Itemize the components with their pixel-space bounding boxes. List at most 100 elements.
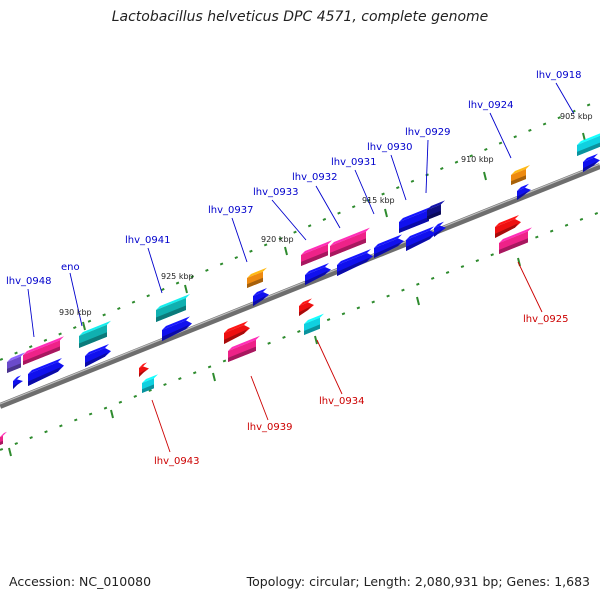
gene-0941-blue-top [162,316,190,330]
gene-0924-shadow [511,175,526,185]
gene-label-eno[interactable]: eno [61,262,80,273]
gene-eno-shadow [79,332,107,348]
scale-label-930: 930 kbp [59,308,92,317]
gene-eno [79,320,111,348]
gene-0929 [427,200,445,220]
gene-eno-top [79,320,111,336]
gene-0943-shadow [139,369,146,377]
gene-label-lhv-0948[interactable]: lhv_0948 [6,276,51,287]
gene-0929b-top [434,221,444,228]
gene-label-lhv-0937[interactable]: lhv_0937 [208,205,253,216]
gene-eno-blue [85,344,111,367]
leader-forward-5 [315,185,341,229]
gene-0933-blue-top [305,263,329,275]
gene-pink-edge-shadow [0,440,3,445]
gene-0932-blue [337,249,373,276]
gene-eno-blue-shadow [85,352,108,367]
gene-0937-blue [253,288,269,306]
leader-reverse-0 [151,399,171,453]
leader-forward-7 [390,154,407,201]
scale-label-905: 905 kbp [560,112,593,121]
gene-0943b-shadow [142,384,154,393]
gene-0937-blue-shadow [253,295,266,306]
gene-small-blue-left-face [13,379,23,389]
gene-0941 [156,294,190,322]
gene-0930-shadow [399,216,429,233]
gene-0937-blue-top [253,288,267,296]
gene-label-lhv-0925[interactable]: lhv_0925 [523,314,568,325]
gene-0948-pink [23,336,64,365]
gene-0932-blue-top [337,249,371,265]
gene-label-lhv-0930[interactable]: lhv_0930 [367,142,412,153]
gene-0937-top [247,267,267,278]
gene-0943b [142,374,158,393]
gene-0934-shadow [299,306,311,316]
gene-0925-shadow [495,223,518,238]
leader-forward-6 [354,169,375,215]
gene-small-blue-left-shadow [13,381,20,389]
leader-forward-1 [69,272,83,327]
gene-pink-edge [0,431,7,445]
inner-major-tick-3 [314,335,318,345]
gene-0925-top [495,215,519,227]
gene-0932 [330,227,370,257]
scale-label-910: 910 kbp [461,155,494,164]
gene-0925b [499,227,532,254]
gene-0933-shadow [301,251,328,266]
gene-0933-blue [305,263,331,285]
gene-0948-blue-top [28,358,62,374]
gene-label-lhv-0941[interactable]: lhv_0941 [125,235,170,246]
gene-0939b-shadow [228,346,256,362]
leader-forward-8 [425,139,429,194]
gene-label-lhv-0934[interactable]: lhv_0934 [319,396,364,407]
major-tick-4 [483,171,487,181]
gene-label-lhv-0924[interactable]: lhv_0924 [468,100,513,111]
gene-0933-top [301,240,332,255]
gene-0937 [247,267,267,288]
gene-0930b-top [406,226,434,240]
gene-0934 [299,298,314,316]
gene-0941-blue [162,316,192,341]
gene-label-lhv-0929[interactable]: lhv_0929 [405,127,450,138]
gene-label-lhv-0931[interactable]: lhv_0931 [331,157,376,168]
gene-label-lhv-0918[interactable]: lhv_0918 [536,70,581,81]
gene-0930 [399,206,433,233]
inner-major-tick-2 [212,372,216,382]
gene-0930b [406,226,436,251]
gene-0918 [577,133,600,156]
gene-0924b-shadow [517,190,528,200]
gene-label-lhv-0943[interactable]: lhv_0943 [154,456,199,467]
scale-label-920: 920 kbp [261,235,294,244]
gene-label-lhv-0933[interactable]: lhv_0933 [253,187,298,198]
leader-reverse-2 [316,339,343,395]
gene-0929-top [427,200,445,210]
gene-0924b [517,183,531,200]
gene-pink-edge-top [0,431,7,437]
gene-0932-shadow [330,238,366,257]
inner-major-tick-1 [110,409,114,419]
gene-0918b-shadow [583,161,597,172]
gene-0939-shadow [224,329,247,344]
gene-0932-top [330,227,370,246]
gene-0934b [304,313,324,335]
genome-summary-text: Topology: circular; Length: 2,080,931 bp… [246,574,590,589]
map-title: Lactobacillus helveticus DPC 4571, compl… [111,9,489,25]
outer-guide-line [0,99,600,361]
gene-0939b [228,335,260,362]
gene-0918b-top [583,153,598,162]
leader-forward-10 [555,82,575,115]
scale-label-915: 915 kbp [362,196,395,205]
gene-0930-top [399,206,433,222]
gene-purple-left-top [7,352,25,362]
gene-0918b [583,153,600,172]
leader-reverse-3 [517,261,543,313]
leader-forward-2 [147,247,163,294]
genome-backbone [0,163,600,409]
gene-label-lhv-0932[interactable]: lhv_0932 [292,172,337,183]
gene-0939-top [224,321,248,333]
gene-0941-shadow [156,305,186,322]
gene-label-lhv-0939[interactable]: lhv_0939 [247,422,292,433]
inner-major-tick-4 [416,296,420,306]
gene-0948-blue [28,358,64,386]
